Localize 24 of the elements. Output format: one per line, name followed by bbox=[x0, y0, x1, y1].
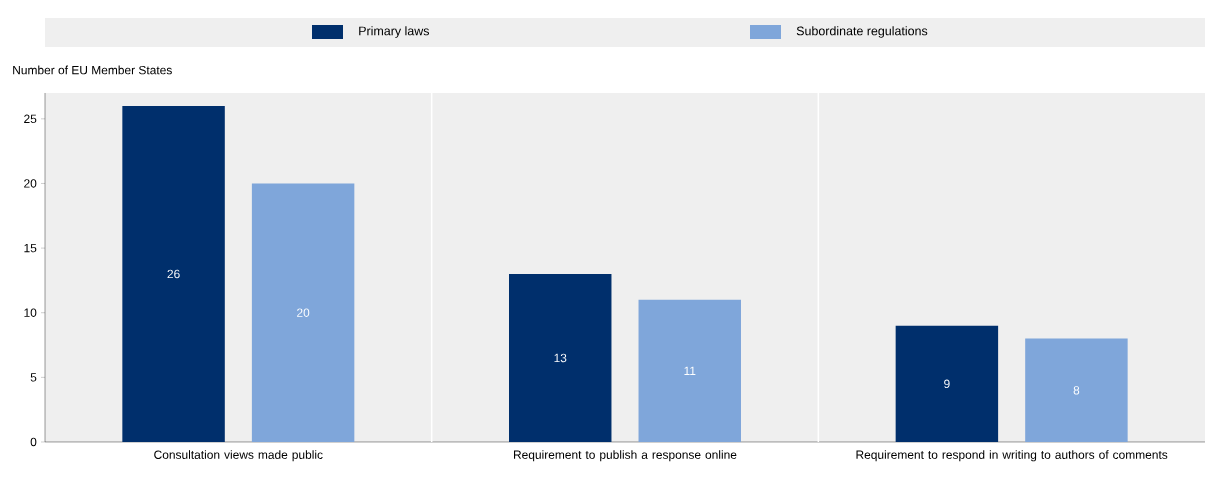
bar bbox=[638, 299, 741, 442]
y-tick-label: 20 bbox=[24, 179, 37, 188]
data-label: 8 bbox=[1073, 386, 1080, 395]
x-tick-label: Requirement to respond in writing to authors of comments bbox=[856, 450, 1168, 462]
data-label: 26 bbox=[167, 269, 180, 279]
y-tick-label: 10 bbox=[24, 308, 37, 317]
bar bbox=[1025, 338, 1128, 442]
legend-label: Primary laws bbox=[359, 26, 430, 38]
x-tick-label: Requirement to publish a response online bbox=[514, 450, 737, 462]
data-label: 9 bbox=[944, 379, 950, 389]
y-tick-label: 5 bbox=[30, 373, 37, 382]
data-label: 11 bbox=[684, 366, 696, 375]
bar bbox=[122, 105, 225, 442]
data-label: 13 bbox=[554, 353, 567, 363]
bar bbox=[509, 273, 612, 442]
bar bbox=[251, 183, 355, 442]
y-axis-title: Number of EU Member States bbox=[13, 65, 172, 75]
y-tick-label: 25 bbox=[24, 114, 37, 124]
y-tick-label: 15 bbox=[24, 243, 37, 253]
x-tick-label: Consultation views made public bbox=[154, 450, 323, 462]
legend-label: Subordinate regulations bbox=[796, 26, 928, 38]
bar bbox=[895, 325, 999, 442]
y-tick-label: 0 bbox=[30, 437, 37, 447]
data-label: 20 bbox=[297, 308, 310, 317]
